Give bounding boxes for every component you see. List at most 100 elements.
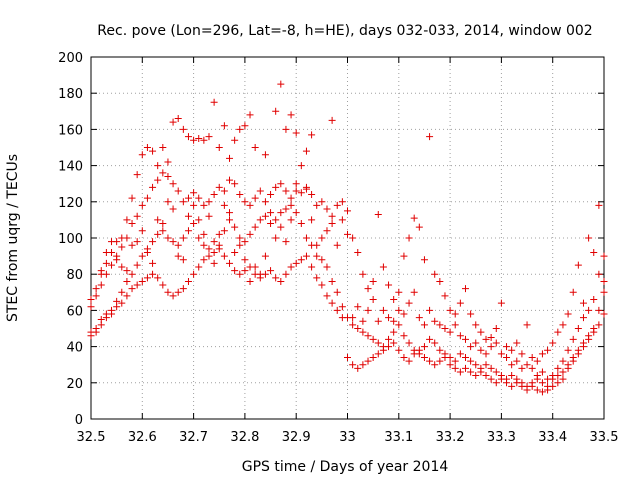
data-point: [333, 288, 341, 296]
data-point: [128, 241, 136, 249]
data-point: [108, 261, 116, 269]
data-point: [226, 216, 234, 224]
data-point: [569, 357, 577, 365]
data-point: [528, 353, 536, 361]
data-point: [179, 125, 187, 133]
data-point: [574, 325, 582, 332]
data-point: [292, 180, 300, 188]
data-point: [472, 361, 480, 369]
data-point: [338, 303, 346, 311]
data-point: [456, 350, 464, 358]
data-point: [210, 191, 218, 199]
data-point: [400, 353, 408, 361]
data-point: [143, 144, 151, 151]
data-point: [169, 180, 177, 188]
data-point: [251, 223, 259, 231]
data-point: [154, 176, 162, 184]
data-point: [154, 230, 162, 238]
data-point: [292, 259, 300, 267]
data-point: [590, 328, 598, 336]
data-point: [128, 220, 136, 228]
data-point: [154, 162, 162, 170]
data-point: [215, 241, 223, 249]
data-point: [308, 263, 316, 271]
data-point: [118, 243, 126, 251]
data-point: [272, 107, 280, 115]
data-point: [118, 263, 126, 271]
data-point: [205, 198, 213, 206]
data-point: [461, 353, 469, 361]
data-point: [184, 194, 192, 202]
data-point: [559, 375, 567, 383]
data-point: [174, 288, 182, 296]
data-point: [282, 238, 290, 246]
data-point: [143, 248, 151, 256]
data-point: [415, 314, 423, 322]
data-point: [467, 310, 475, 318]
y-axis-label: STEC from uqrg / TECUs: [5, 154, 21, 322]
data-point: [97, 281, 105, 289]
data-point: [503, 353, 511, 361]
data-point: [184, 133, 192, 141]
data-point: [467, 368, 475, 376]
data-point: [585, 335, 593, 343]
data-point: [328, 212, 336, 220]
data-point: [169, 292, 177, 300]
data-point: [231, 180, 239, 188]
data-point: [569, 288, 577, 296]
data-point: [405, 357, 413, 365]
data-point: [385, 335, 393, 343]
axis-ticks: 32.5 32.6 32.7 32.8 32.9 33 33.1 33.2 33.3 33.4 33…: [58, 51, 618, 445]
data-point: [379, 306, 387, 314]
data-point: [559, 357, 567, 365]
data-point: [174, 115, 182, 123]
data-point: [292, 129, 300, 137]
data-point: [395, 346, 403, 354]
x-tick-label: 32.9: [282, 430, 311, 445]
data-point: [523, 321, 531, 329]
data-point: [190, 201, 198, 209]
data-point: [323, 263, 331, 271]
data-point: [164, 198, 172, 206]
data-point: [200, 136, 208, 144]
data-point: [354, 303, 362, 311]
data-point: [344, 207, 351, 215]
data-point: [200, 230, 208, 238]
data-point: [487, 364, 495, 372]
data-point: [369, 296, 377, 304]
data-point: [169, 118, 177, 126]
data-point: [395, 288, 403, 296]
x-tick-label: 33.4: [538, 430, 567, 445]
data-point: [456, 332, 464, 340]
data-point: [538, 388, 546, 396]
data-point: [164, 172, 172, 180]
data-point: [210, 248, 218, 256]
data-point: [277, 209, 285, 217]
data-point: [215, 144, 223, 151]
x-tick-label: 32.6: [128, 430, 157, 445]
data-point: [431, 361, 439, 369]
data-point: [533, 386, 541, 394]
data-point: [308, 131, 316, 139]
data-point: [574, 350, 582, 358]
data-point: [302, 252, 310, 260]
data-point: [220, 201, 228, 209]
data-point: [226, 209, 234, 217]
data-point: [359, 317, 367, 325]
data-point: [497, 375, 505, 383]
data-point: [585, 234, 593, 242]
data-point: [559, 368, 567, 376]
data-point: [549, 382, 557, 390]
data-point: [379, 263, 387, 271]
data-point: [205, 252, 213, 260]
data-point: [354, 248, 362, 256]
data-point: [359, 328, 367, 336]
data-point: [133, 238, 141, 246]
x-tick-label: 33.2: [436, 430, 465, 445]
data-point: [492, 379, 500, 387]
data-point: [518, 382, 526, 390]
data-point: [226, 176, 234, 184]
data-point: [385, 314, 393, 322]
data-point: [528, 382, 536, 390]
data-point: [390, 328, 398, 336]
